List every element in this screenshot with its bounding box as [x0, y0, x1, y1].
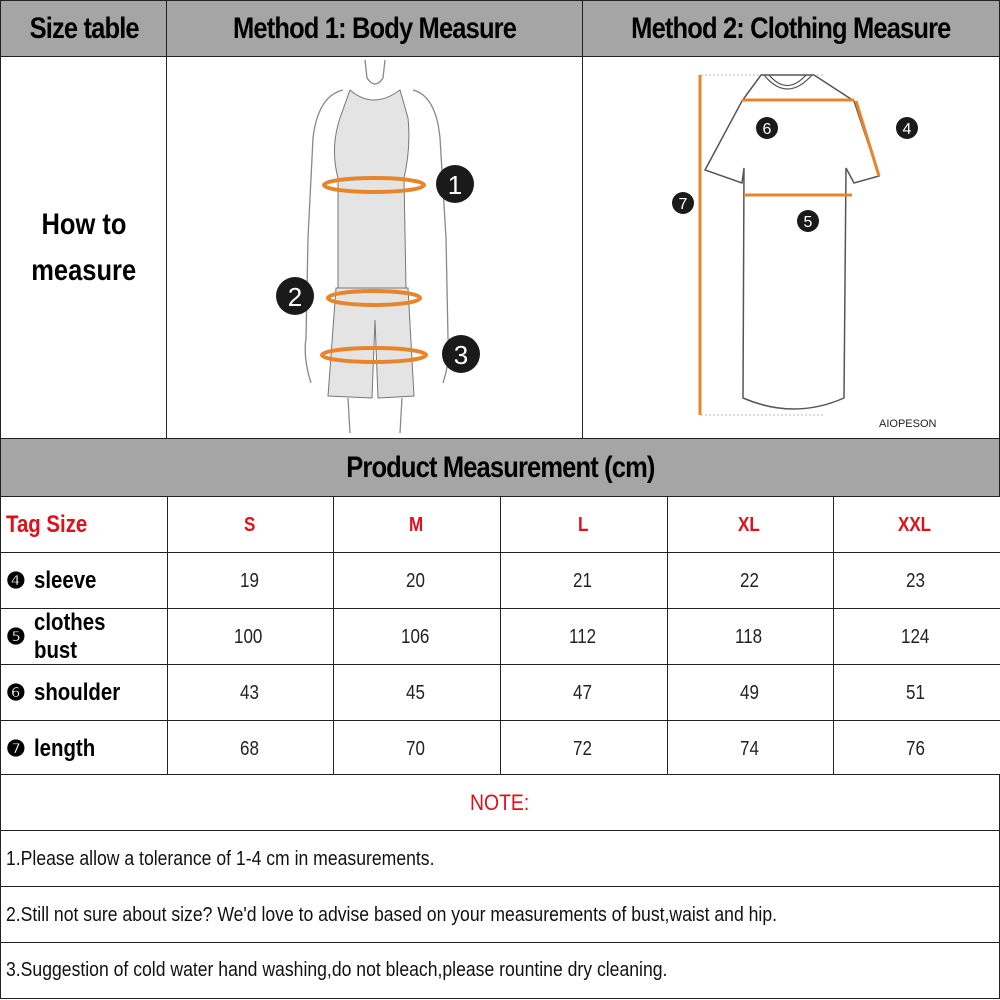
note-item: 1.Please allow a tolerance of 1-4 cm in … [0, 830, 1000, 888]
value-cell: 22 [667, 552, 835, 610]
size-header-s-text: S [244, 513, 256, 536]
svg-text:2: 2 [288, 282, 302, 312]
value-cell: 106 [333, 608, 502, 666]
value-cell: 118 [667, 608, 835, 666]
size-header-m-text: M [409, 513, 424, 536]
row-label-clothes-bust: ❺ clothes bust [0, 608, 169, 666]
clothing-marker-5: 5 [797, 210, 819, 232]
size-header-xl: XL [667, 496, 835, 554]
value-cell-text: 45 [406, 681, 426, 704]
value-cell-text: 118 [735, 625, 763, 648]
row-label-sleeve-text: sleeve [33, 567, 97, 594]
value-cell: 74 [667, 720, 835, 778]
method1-header: Method 1: Body Measure [166, 0, 584, 58]
method2-header: Method 2: Clothing Measure [582, 0, 1000, 58]
value-cell-text: 112 [568, 625, 596, 648]
size-header-xxl: XXL [833, 496, 1000, 554]
value-cell: 20 [333, 552, 502, 610]
value-cell: 21 [500, 552, 669, 610]
value-cell-text: 43 [239, 681, 259, 704]
value-cell: 51 [833, 664, 1000, 722]
tag-size-label: Tag Size [0, 496, 169, 554]
row-label-clothes-bust-text: clothes bust [33, 609, 106, 664]
clothing-marker-6: 6 [756, 117, 778, 139]
value-cell-text: 106 [400, 625, 430, 648]
note-title: NOTE: [0, 774, 1000, 832]
value-cell: 72 [500, 720, 669, 778]
value-cell-text: 19 [239, 569, 259, 592]
row-label-length-text: length [33, 735, 95, 762]
value-cell-text: 23 [906, 569, 926, 592]
value-cell-text: 20 [406, 569, 426, 592]
value-cell-text: 70 [406, 737, 426, 760]
value-cell: 68 [167, 720, 335, 778]
value-cell-text: 51 [906, 681, 926, 704]
clothing-measure-figure: 6 4 7 5 AIOPESON [582, 56, 1000, 440]
value-cell-text: 124 [900, 625, 930, 648]
brand-label: AIOPESON [879, 418, 937, 430]
row-label-length: ❼ length [0, 720, 169, 778]
size-header-xl-text: XL [738, 513, 760, 536]
value-cell-text: 22 [739, 569, 759, 592]
body-marker-1: 1 [436, 165, 474, 203]
value-cell-text: 21 [573, 569, 593, 592]
tshirt-illustration: 6 4 7 5 AIOPESON [672, 74, 937, 430]
note-item: 3.Suggestion of cold water hand washing,… [0, 942, 1000, 999]
value-cell: 43 [167, 664, 335, 722]
size-header-l-text: L [578, 513, 589, 536]
value-cell: 23 [833, 552, 1000, 610]
body-marker-2: 2 [276, 277, 314, 315]
svg-text:1: 1 [448, 170, 462, 200]
value-cell-text: 74 [739, 737, 759, 760]
row-marker-icon: ❼ [6, 736, 26, 761]
value-cell: 124 [833, 608, 1000, 666]
tag-size-label-text: Tag Size [6, 511, 88, 538]
svg-text:3: 3 [454, 340, 468, 370]
row-marker-icon: ❻ [6, 680, 26, 705]
product-measurement-title: Product Measurement (cm) [0, 438, 1000, 498]
value-cell: 19 [167, 552, 335, 610]
body-figure-illustration: 1 2 3 [276, 59, 480, 434]
clothing-marker-4: 4 [896, 117, 918, 139]
svg-text:6: 6 [763, 121, 772, 138]
value-cell: 100 [167, 608, 335, 666]
clothing-marker-7: 7 [672, 192, 694, 214]
value-cell: 70 [333, 720, 502, 778]
value-cell-text: 100 [234, 625, 263, 648]
value-cell-text: 47 [573, 681, 593, 704]
svg-text:7: 7 [679, 196, 688, 213]
value-cell: 47 [500, 664, 669, 722]
body-marker-3: 3 [442, 335, 480, 373]
svg-text:5: 5 [804, 214, 813, 231]
value-cell: 45 [333, 664, 502, 722]
size-header-l: L [500, 496, 669, 554]
value-cell: 49 [667, 664, 835, 722]
value-cell-text: 72 [573, 737, 593, 760]
value-cell-text: 76 [906, 737, 926, 760]
size-header-m: M [333, 496, 502, 554]
how-to-measure-label: How to measure [0, 56, 168, 440]
size-header-s: S [167, 496, 335, 554]
value-cell: 76 [833, 720, 1000, 778]
value-cell-text: 68 [239, 737, 259, 760]
body-measure-figure: 1 2 3 [166, 56, 584, 440]
row-label-sleeve: ❹ sleeve [0, 552, 169, 610]
row-marker-icon: ❹ [6, 568, 26, 593]
value-cell-text: 49 [739, 681, 759, 704]
note-item: 2.Still not sure about size? We'd love t… [0, 886, 1000, 944]
row-marker-icon: ❺ [6, 624, 26, 649]
row-label-shoulder-text: shoulder [33, 679, 120, 706]
row-label-shoulder: ❻ shoulder [0, 664, 169, 722]
size-header-xxl-text: XXL [898, 513, 932, 536]
value-cell: 112 [500, 608, 669, 666]
svg-text:4: 4 [903, 121, 912, 138]
size-table-header: Size table [0, 0, 168, 58]
